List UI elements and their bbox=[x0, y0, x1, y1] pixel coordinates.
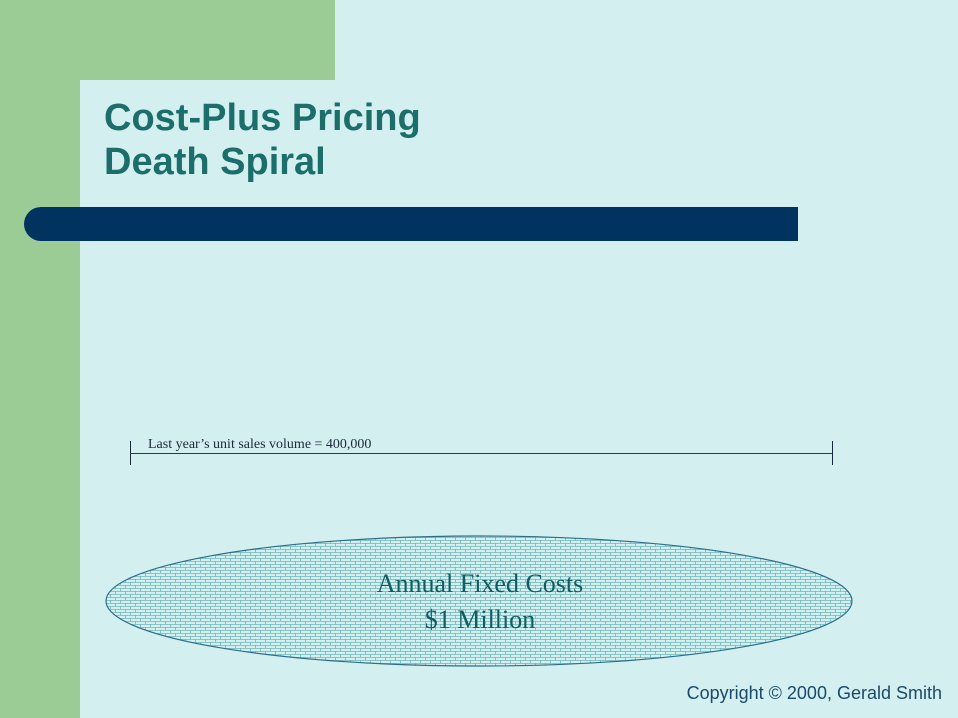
fixed-costs-text: Annual Fixed Costs $1 Million bbox=[230, 566, 730, 638]
copyright-footer: Copyright © 2000, Gerald Smith bbox=[686, 683, 942, 703]
title-underline-bar bbox=[24, 207, 798, 241]
slide-title-line-2: Death Spiral bbox=[104, 141, 326, 183]
fixed-costs-amount: $1 Million bbox=[424, 605, 536, 634]
decorative-left-band bbox=[0, 0, 80, 718]
slide-title-line-1: Cost-Plus Pricing bbox=[104, 97, 421, 139]
sales-volume-label: Last year’s unit sales volume = 400,000 bbox=[148, 437, 372, 452]
slide-title: Cost-Plus Pricing Death Spiral bbox=[104, 96, 421, 184]
fixed-costs-label: Annual Fixed Costs bbox=[376, 569, 584, 598]
